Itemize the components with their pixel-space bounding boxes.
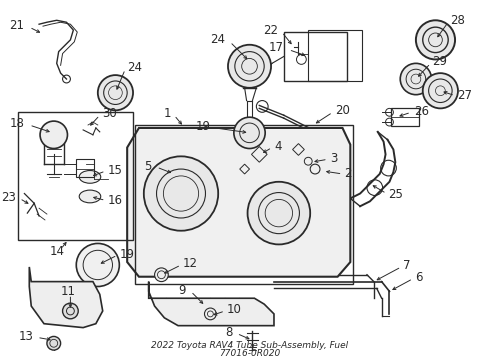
Text: 23: 23	[0, 191, 16, 204]
Text: 30: 30	[102, 107, 117, 120]
Circle shape	[416, 20, 455, 59]
Circle shape	[400, 63, 432, 95]
Polygon shape	[29, 267, 103, 328]
Circle shape	[423, 73, 458, 108]
Text: 20: 20	[335, 104, 349, 117]
Circle shape	[234, 117, 265, 149]
Circle shape	[98, 75, 133, 110]
Text: 2022 Toyota RAV4 Tube Sub-Assembly, Fuel: 2022 Toyota RAV4 Tube Sub-Assembly, Fuel	[151, 341, 348, 350]
Bar	[135, 125, 353, 284]
Bar	[76, 159, 94, 177]
Text: 29: 29	[433, 55, 447, 68]
Text: 28: 28	[450, 14, 465, 27]
Bar	[284, 32, 347, 81]
Text: 10: 10	[227, 303, 242, 316]
Text: 9: 9	[178, 284, 186, 297]
Text: 14: 14	[49, 245, 64, 258]
Text: 5: 5	[144, 159, 151, 173]
Text: 18: 18	[9, 117, 24, 130]
Bar	[392, 108, 419, 126]
Text: 2: 2	[344, 167, 352, 180]
Circle shape	[247, 182, 310, 244]
Bar	[18, 112, 133, 239]
Text: 6: 6	[415, 271, 422, 284]
Text: 19: 19	[196, 121, 210, 134]
Circle shape	[154, 268, 168, 282]
Circle shape	[228, 45, 271, 88]
Text: 17: 17	[269, 41, 284, 54]
Text: 8: 8	[225, 326, 233, 339]
Text: 21: 21	[9, 19, 24, 32]
Text: 24: 24	[210, 33, 225, 46]
Circle shape	[47, 337, 61, 350]
Text: 11: 11	[61, 285, 76, 298]
Text: 19: 19	[120, 248, 134, 261]
Text: 77016-0R020: 77016-0R020	[219, 349, 280, 358]
Ellipse shape	[79, 190, 101, 203]
Text: 13: 13	[18, 330, 33, 343]
Text: 4: 4	[274, 140, 281, 153]
Text: 27: 27	[457, 89, 472, 102]
Text: 1: 1	[164, 107, 171, 120]
Text: 12: 12	[183, 257, 198, 270]
Text: 16: 16	[108, 194, 122, 207]
Polygon shape	[127, 128, 350, 277]
Text: 7: 7	[403, 260, 411, 273]
Circle shape	[40, 121, 68, 149]
Circle shape	[63, 303, 78, 319]
Bar	[308, 30, 362, 81]
Text: 22: 22	[263, 23, 278, 37]
Text: 3: 3	[330, 152, 337, 165]
Text: 24: 24	[127, 61, 142, 74]
Text: 15: 15	[108, 163, 122, 176]
Circle shape	[76, 243, 120, 287]
Ellipse shape	[79, 171, 101, 183]
Circle shape	[144, 156, 218, 231]
Polygon shape	[148, 282, 274, 326]
Text: 25: 25	[389, 188, 403, 201]
Circle shape	[204, 308, 216, 320]
Text: 26: 26	[414, 105, 429, 118]
